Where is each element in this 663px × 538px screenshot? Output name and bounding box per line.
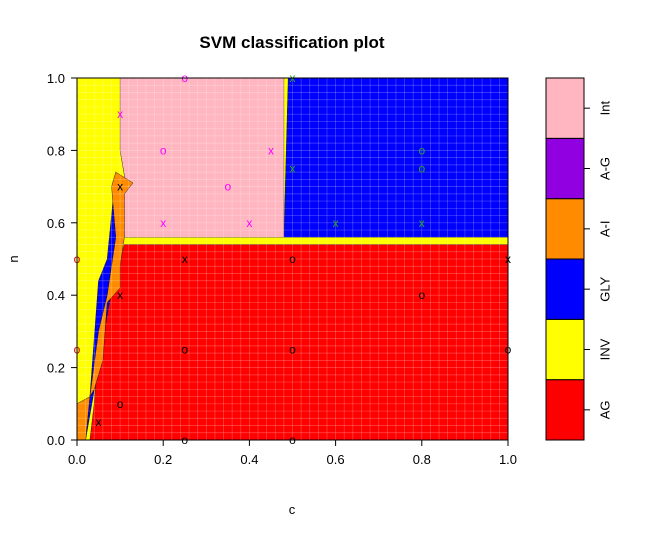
data-point: o bbox=[160, 143, 167, 157]
x-tick-label: 0.8 bbox=[413, 452, 431, 467]
data-point: x bbox=[419, 216, 425, 230]
plot-area bbox=[77, 78, 508, 440]
region-a-i bbox=[77, 396, 91, 440]
data-point: o bbox=[117, 397, 124, 411]
legend-swatch-int bbox=[545, 77, 585, 139]
data-point: x bbox=[290, 162, 296, 176]
region-a-i bbox=[89, 171, 134, 397]
x-axis-label: c bbox=[289, 502, 296, 517]
data-point: x bbox=[246, 216, 252, 230]
y-tick-label: 0.4 bbox=[47, 288, 65, 303]
legend-swatch-inv bbox=[545, 318, 585, 381]
legend-label: Int bbox=[597, 101, 612, 116]
plot-frame bbox=[76, 77, 509, 441]
data-point: o bbox=[289, 343, 296, 357]
legend-label: A-G bbox=[597, 157, 612, 180]
legend-label: INV bbox=[597, 338, 612, 360]
data-point: x bbox=[96, 415, 102, 429]
data-point: x bbox=[182, 252, 188, 266]
data-point: x bbox=[160, 216, 166, 230]
chart-title: SVM classification plot bbox=[199, 33, 384, 52]
y-tick-label: 0.8 bbox=[47, 143, 65, 158]
data-point: o bbox=[418, 162, 425, 176]
x-tick-label: 1.0 bbox=[499, 452, 517, 467]
x-tick-label: 0.0 bbox=[68, 452, 86, 467]
region-gly bbox=[283, 78, 508, 238]
data-point: o bbox=[181, 343, 188, 357]
legend-swatch-gly bbox=[545, 258, 585, 320]
legend-label: AG bbox=[597, 400, 612, 419]
y-tick-label: 0.2 bbox=[47, 361, 65, 376]
legend-label: A-I bbox=[597, 221, 612, 238]
y-axis-label: n bbox=[6, 255, 21, 262]
data-point: x bbox=[117, 288, 123, 302]
data-point: x bbox=[268, 143, 274, 157]
legend-swatch-a-i bbox=[545, 198, 585, 260]
x-tick-label: 0.2 bbox=[154, 452, 172, 467]
legend-swatch-a-g bbox=[545, 137, 585, 200]
data-point: o bbox=[225, 180, 232, 194]
y-tick-label: 1.0 bbox=[47, 71, 65, 86]
plot-grid bbox=[77, 78, 508, 440]
x-tick-label: 0.6 bbox=[327, 452, 345, 467]
legend-label: GLY bbox=[597, 276, 612, 301]
data-point: x bbox=[333, 216, 339, 230]
axes: 0.0 0.2 0.4 0.6 0.8 1.0 0.0 0.2 0.4 0.6 0.8 1.0 bbox=[47, 71, 517, 467]
y-tick-label: 0.6 bbox=[47, 216, 65, 231]
legend: AG INV GLY A-I A-G Int bbox=[545, 77, 612, 441]
data-point: x bbox=[117, 180, 123, 194]
y-tick-label: 0.0 bbox=[47, 433, 65, 448]
data-point: x bbox=[117, 107, 123, 121]
data-point: o bbox=[289, 252, 296, 266]
data-point: o bbox=[418, 288, 425, 302]
x-tick-label: 0.4 bbox=[240, 452, 258, 467]
legend-swatch-ag bbox=[545, 379, 585, 441]
data-point: o bbox=[418, 143, 425, 157]
